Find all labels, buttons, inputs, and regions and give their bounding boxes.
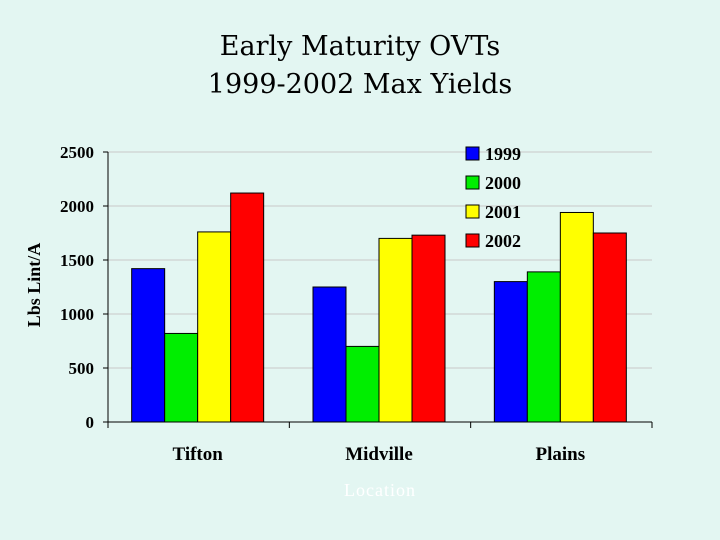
y-axis-label: Lbs Lint/A [24, 243, 44, 328]
bar-midville-1999 [312, 286, 347, 423]
bar-plains-2002 [592, 232, 627, 423]
y-tick-label-1500: 1500 [60, 251, 94, 270]
legend-swatch-2000 [465, 175, 480, 190]
bar-plains-2001 [559, 211, 594, 423]
x-category-labels: Tifton Midville Plains [107, 422, 653, 465]
bar-midville-2001 [378, 237, 413, 423]
legend-label-2002: 2002 [485, 231, 521, 251]
y-tick-label-500: 500 [69, 359, 95, 378]
bar-tifton-1999 [131, 268, 166, 423]
y-tick-label-1000: 1000 [60, 305, 94, 324]
bar-midville-2002 [411, 234, 446, 423]
bar-plains-1999 [493, 281, 528, 423]
legend-swatch-2002 [465, 233, 480, 248]
chart-title: Early Maturity OVTs 1999-2002 Max Yields [0, 28, 720, 104]
chart-title-line1: Early Maturity OVTs [219, 31, 501, 62]
legend-swatch-1999 [465, 146, 480, 161]
bar-tifton-2000 [164, 332, 199, 423]
legend-label-2000: 2000 [485, 173, 521, 193]
y-tick-label-2500: 2500 [60, 143, 94, 162]
axes [107, 152, 652, 423]
y-tick-labels: 0 500 1000 1500 2000 2500 [60, 143, 108, 432]
legend: 1999 2000 2001 2002 [465, 144, 521, 251]
x-category-label-tifton: Tifton [172, 444, 223, 465]
bar-tifton-2001 [197, 231, 232, 423]
legend-label-1999: 1999 [485, 144, 521, 164]
x-axis-label: Location [344, 480, 416, 500]
bars [131, 192, 627, 423]
legend-label-2001: 2001 [485, 202, 521, 222]
y-tick-label-2000: 2000 [60, 197, 94, 216]
x-category-label-plains: Plains [536, 444, 586, 465]
bar-tifton-2002 [230, 192, 265, 423]
bar-plains-2000 [526, 271, 561, 423]
x-category-label-midville: Midville [345, 444, 413, 465]
legend-swatch-2001 [465, 204, 480, 219]
chart-title-line2: 1999-2002 Max Yields [207, 69, 513, 100]
y-tick-label-0: 0 [86, 413, 95, 432]
bar-midville-2000 [345, 345, 380, 423]
